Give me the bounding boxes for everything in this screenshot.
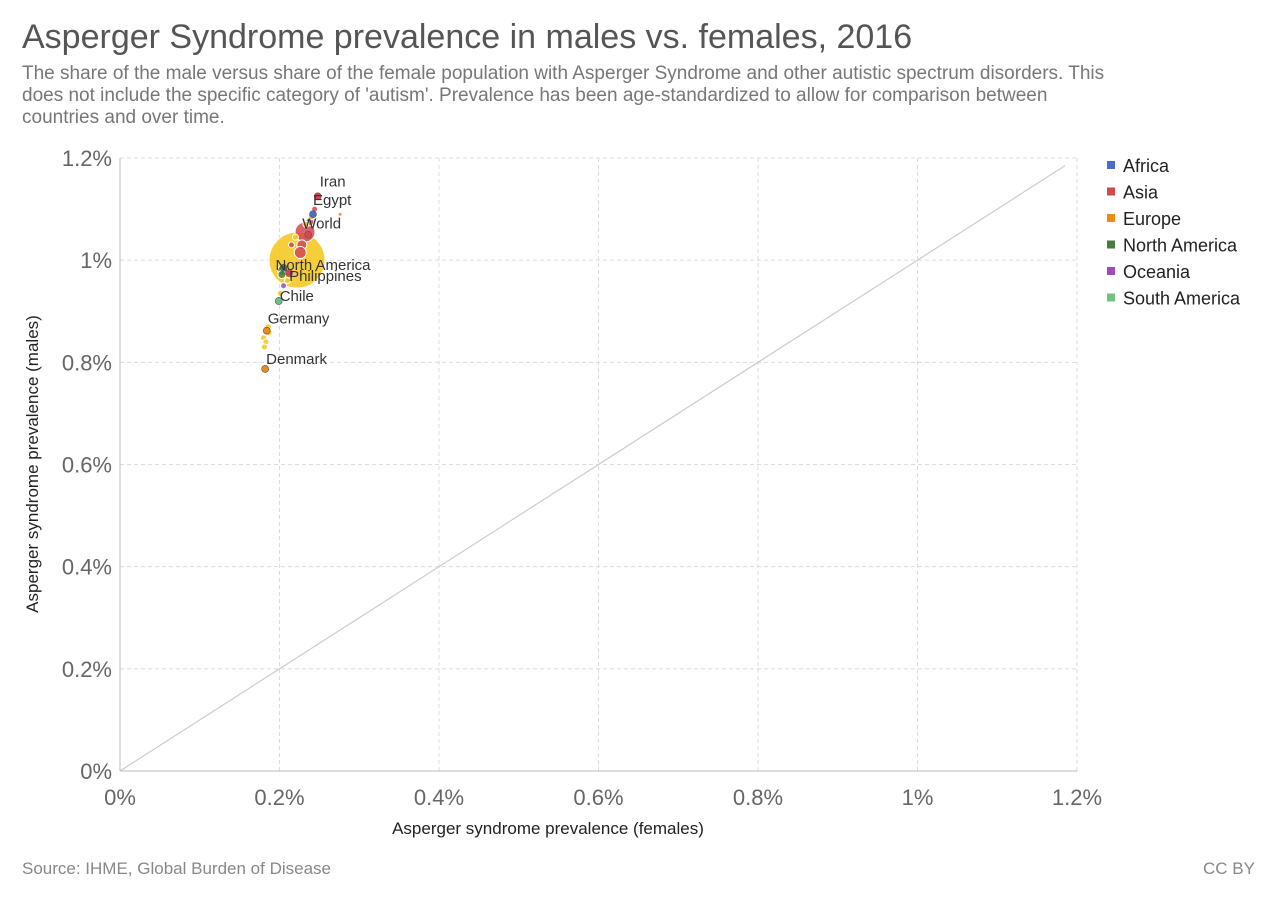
data-point[interactable] [279, 282, 287, 290]
legend: Africa Asia Europe North America Oceania Sout… [1107, 156, 1241, 309]
x-tick-label: 1% [902, 785, 934, 810]
y-axis-label: Asperger syndrome prevalence (males) [23, 315, 42, 613]
y-tick-label: 0% [80, 759, 112, 784]
data-point[interactable] [276, 289, 284, 297]
data-point[interactable] [291, 233, 299, 241]
labeled-data-point[interactable] [313, 192, 322, 201]
y-tick-label: 0.2% [62, 657, 112, 682]
labeled-data-point[interactable] [279, 264, 288, 272]
data-point[interactable] [337, 211, 343, 217]
x-tick-label: 0% [104, 785, 136, 810]
point-label: Philippines [289, 268, 362, 285]
data-point[interactable] [293, 246, 307, 260]
legend-swatch [1107, 214, 1115, 222]
legend-item[interactable]: North America [1123, 236, 1238, 256]
point-label: Chile [280, 288, 314, 305]
legend-item[interactable]: Asia [1123, 183, 1159, 203]
source-note: Source: IHME, Global Burden of Disease [22, 859, 331, 878]
y-tick-label: 0.6% [62, 453, 112, 478]
chart-subtitle: The share of the male versus share of th… [22, 63, 1105, 128]
legend-swatch [1107, 161, 1115, 169]
legend-swatch [1107, 187, 1115, 196]
point-label: World [302, 216, 341, 233]
labeled-data-point[interactable] [309, 210, 317, 218]
x-tick-label: 0.6% [573, 785, 623, 810]
legend-item[interactable]: Africa [1123, 156, 1170, 176]
labeled-data-point[interactable] [304, 230, 313, 239]
legend-item[interactable]: Europe [1123, 209, 1181, 229]
y-tick-label: 0.4% [62, 555, 112, 580]
x-tick-label: 0.2% [254, 785, 304, 810]
data-point[interactable] [302, 220, 310, 228]
license-link[interactable]: CC BY [1203, 859, 1255, 878]
y-tick-label: 1% [80, 248, 112, 273]
data-point[interactable] [287, 241, 295, 249]
x-tick-label: 0.4% [414, 785, 464, 810]
point-label: North America [275, 257, 371, 274]
tick-labels: 0%0% 0.2% 0.2% 0.4% 0.4% 0.6% 0.6% 0.8% 0.8% 1% 1%… [62, 146, 1102, 810]
labeled-data-point[interactable] [285, 269, 293, 277]
y-tick-label: 0.8% [62, 350, 112, 375]
data-point[interactable] [260, 343, 268, 351]
chart-title: Asperger Syndrome prevalence in males vs… [22, 18, 913, 56]
labeled-data-point[interactable] [261, 365, 269, 373]
legend-item[interactable]: Oceania [1123, 262, 1191, 282]
data-point[interactable] [283, 277, 291, 285]
equality-line [119, 165, 1066, 772]
data-points [260, 192, 343, 373]
axes [119, 158, 1077, 772]
legend-swatch [1107, 293, 1115, 302]
reference-line [119, 165, 1066, 772]
point-label: Denmark [266, 351, 327, 368]
labeled-data-point[interactable] [274, 297, 283, 305]
legend-item[interactable]: South America [1123, 289, 1241, 309]
legend-swatch [1107, 267, 1115, 275]
legend-swatch [1107, 240, 1115, 249]
point-label: Egypt [313, 192, 352, 209]
x-tick-label: 0.8% [733, 785, 783, 810]
x-axis-label: Asperger syndrome prevalence (females) [392, 819, 704, 838]
point-label: Germany [268, 311, 330, 328]
labeled-data-point[interactable] [262, 326, 271, 335]
point-label: Iran [320, 173, 346, 190]
y-tick-label: 1.2% [62, 146, 112, 171]
x-tick-label: 1.2% [1052, 785, 1102, 810]
